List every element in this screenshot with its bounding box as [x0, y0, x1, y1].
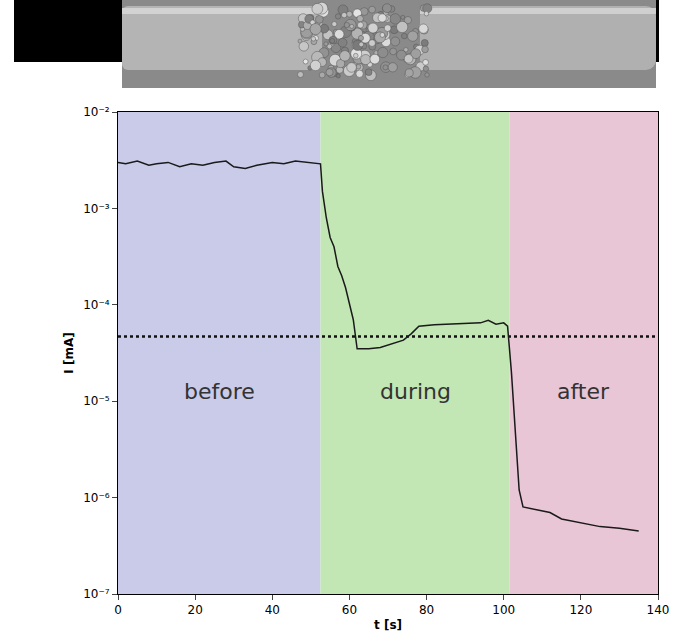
svg-text:10⁻³: 10⁻³: [83, 202, 110, 216]
svg-text:during: during: [380, 379, 451, 404]
svg-text:before: before: [184, 379, 255, 404]
svg-text:10⁻²: 10⁻²: [83, 105, 110, 119]
svg-text:10⁻⁶: 10⁻⁶: [83, 491, 110, 505]
svg-text:10⁻⁴: 10⁻⁴: [83, 298, 110, 312]
svg-text:10⁻⁷: 10⁻⁷: [83, 587, 110, 601]
svg-text:after: after: [557, 379, 610, 404]
svg-text:140: 140: [647, 603, 670, 617]
svg-text:100: 100: [492, 603, 515, 617]
svg-text:t [s]: t [s]: [374, 618, 402, 632]
svg-text:40: 40: [265, 603, 280, 617]
svg-text:80: 80: [419, 603, 434, 617]
svg-text:20: 20: [187, 603, 202, 617]
svg-text:120: 120: [569, 603, 592, 617]
svg-text:60: 60: [342, 603, 357, 617]
svg-text:10⁻⁵: 10⁻⁵: [83, 394, 110, 408]
svg-text:I [mA]: I [mA]: [62, 332, 76, 373]
svg-text:0: 0: [114, 603, 122, 617]
